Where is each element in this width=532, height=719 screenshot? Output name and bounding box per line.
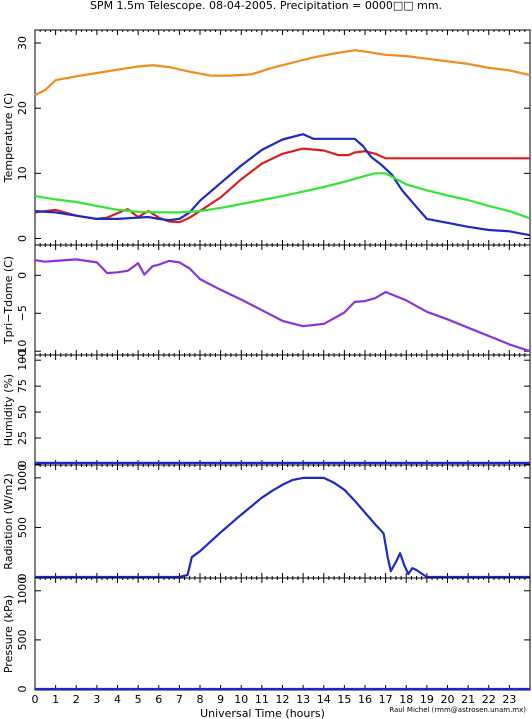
credit-text: Raul Michel (rmm@astrosen.unam.mx) — [389, 706, 526, 714]
y-tick-label: 25 — [16, 431, 29, 445]
y-tick-label: −5 — [16, 305, 29, 321]
y-tick-label: 0 — [16, 686, 29, 693]
y-axis-label: Temperature (C) — [2, 93, 15, 183]
y-tick-label: 50 — [16, 405, 29, 419]
y-tick-label: 20 — [16, 101, 29, 115]
x-tick-label: 17 — [379, 693, 393, 706]
y-tick-label: −10 — [16, 340, 29, 363]
y-tick-label: 30 — [16, 36, 29, 50]
y-tick-label: 1000 — [16, 577, 29, 605]
panel-frame — [34, 577, 531, 691]
x-tick-label: 15 — [337, 693, 351, 706]
panel-frame — [34, 354, 531, 466]
x-tick-label: 1 — [52, 693, 59, 706]
y-tick-label: 75 — [16, 379, 29, 393]
y-tick-label: 0 — [16, 235, 29, 242]
y-tick-label: 1000 — [16, 464, 29, 492]
x-tick-label: 0 — [32, 693, 39, 706]
x-tick-label: 16 — [358, 693, 372, 706]
y-tick-label: 10 — [16, 166, 29, 180]
x-tick-label: 2 — [73, 693, 80, 706]
x-tick-label: 6 — [155, 693, 162, 706]
x-tick-label: 7 — [176, 693, 183, 706]
y-tick-label: 0 — [16, 574, 29, 581]
series-line-purple — [34, 258, 531, 353]
y-axis-label: Pressure (kPa) — [2, 595, 15, 673]
series-line-red — [34, 147, 530, 224]
y-axis-label: Radiation (W/m2) — [2, 473, 15, 569]
x-tick-label: 10 — [234, 693, 248, 706]
series-line-green — [34, 172, 531, 220]
x-tick-label: 20 — [441, 693, 455, 706]
y-tick-label: 500 — [16, 517, 29, 538]
x-tick-label: 19 — [420, 693, 434, 706]
series-line-orange — [34, 49, 531, 97]
x-tick-label: 5 — [135, 693, 142, 706]
x-tick-label: 13 — [296, 693, 310, 706]
y-tick-label: 0 — [16, 272, 29, 279]
y-tick-label: 100 — [16, 350, 29, 371]
y-tick-label: 500 — [16, 629, 29, 650]
x-tick-label: 11 — [255, 693, 269, 706]
x-tick-label: 12 — [276, 693, 290, 706]
panel-frame — [34, 244, 531, 356]
x-tick-label: 22 — [482, 693, 496, 706]
chart-title: SPM 1.5m Telescope. 08-04-2005. Precipit… — [89, 0, 443, 12]
x-axis-label: Universal Time (hours) — [200, 707, 325, 719]
x-tick-label: 9 — [217, 693, 224, 706]
panel-frame — [34, 464, 531, 579]
series-line-blue — [34, 133, 531, 237]
x-tick-label: 23 — [502, 693, 516, 706]
series-line-blue — [35, 476, 530, 579]
y-axis-label: Humidity (%) — [2, 374, 15, 446]
x-tick-label: 3 — [93, 693, 100, 706]
x-tick-label: 4 — [114, 693, 121, 706]
x-tick-label: 8 — [197, 693, 204, 706]
x-tick-label: 21 — [461, 693, 475, 706]
y-tick-label: 0 — [16, 460, 29, 467]
x-tick-label: 18 — [399, 693, 413, 706]
y-axis-label: Tpri−Tdome (C) — [2, 256, 15, 345]
x-tick-label: 14 — [317, 693, 331, 706]
